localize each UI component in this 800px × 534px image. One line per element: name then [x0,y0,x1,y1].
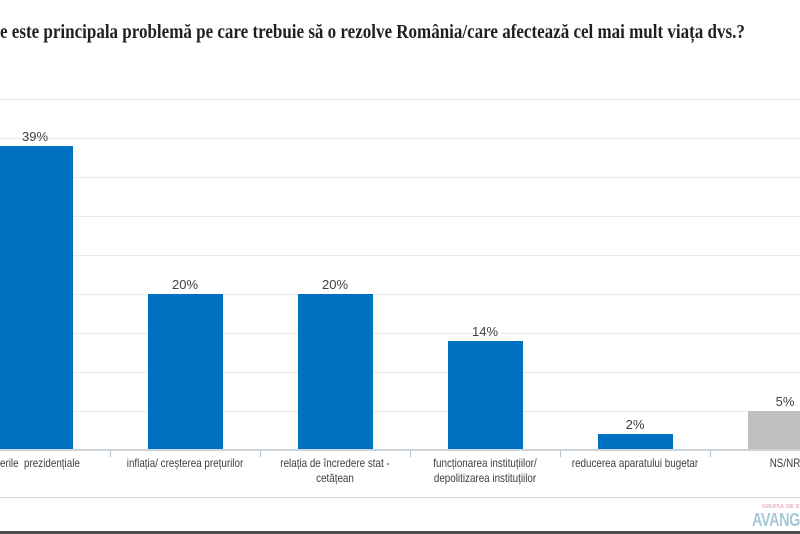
gridline-15pct [0,333,800,334]
category-label: inflația/ creșterea prețurilor [126,456,244,470]
bar-5 [597,434,673,450]
x-axis-tick [710,451,711,457]
gridline-45pct [0,99,800,100]
gridline-35pct [0,177,800,178]
bar-6 [747,411,800,450]
bar-2 [147,294,223,450]
logo-tagline: GRUPUL DE STUDII SOCIOCOMPORTAMENTALE [762,504,800,510]
category-label: relația de încredere stat - cetățean [280,456,390,485]
x-axis-tick [260,451,261,457]
gridline-40pct [0,138,800,139]
bar-value-label: 14% [471,324,499,339]
bar-value-label: 20% [321,277,349,292]
x-axis-tick [560,451,561,457]
chart-title: e este principala problemă pe care trebu… [0,21,745,43]
bar-3 [297,294,373,450]
footer-divider [0,497,800,498]
x-axis-tick [110,451,111,457]
x-axis-line [0,449,800,451]
logo-text: AVANGARDE [752,510,800,530]
bottom-edge-bar [0,531,800,534]
gridline-20pct [0,294,800,295]
gridline-10pct [0,372,800,373]
category-label: funcționarea instituțiilor/ depolitizare… [433,456,537,485]
avangarde-logo: GRUPUL DE STUDII SOCIOCOMPORTAMENTALE AV… [752,503,800,531]
bar-1 [0,146,73,450]
bar-value-label: 39% [21,129,49,144]
category-label: erile prezidențiale [0,456,80,470]
category-label: NS/NR [769,456,800,470]
bar-value-label: 2% [625,417,645,432]
gridline-25pct [0,255,800,256]
gridline-5pct [0,411,800,412]
bar-value-label: 5% [775,394,795,409]
category-label: reducerea aparatului bugetar [571,456,699,470]
x-axis-tick [410,451,411,457]
bar-value-label: 20% [171,277,199,292]
bar-4 [447,341,523,450]
gridline-30pct [0,216,800,217]
